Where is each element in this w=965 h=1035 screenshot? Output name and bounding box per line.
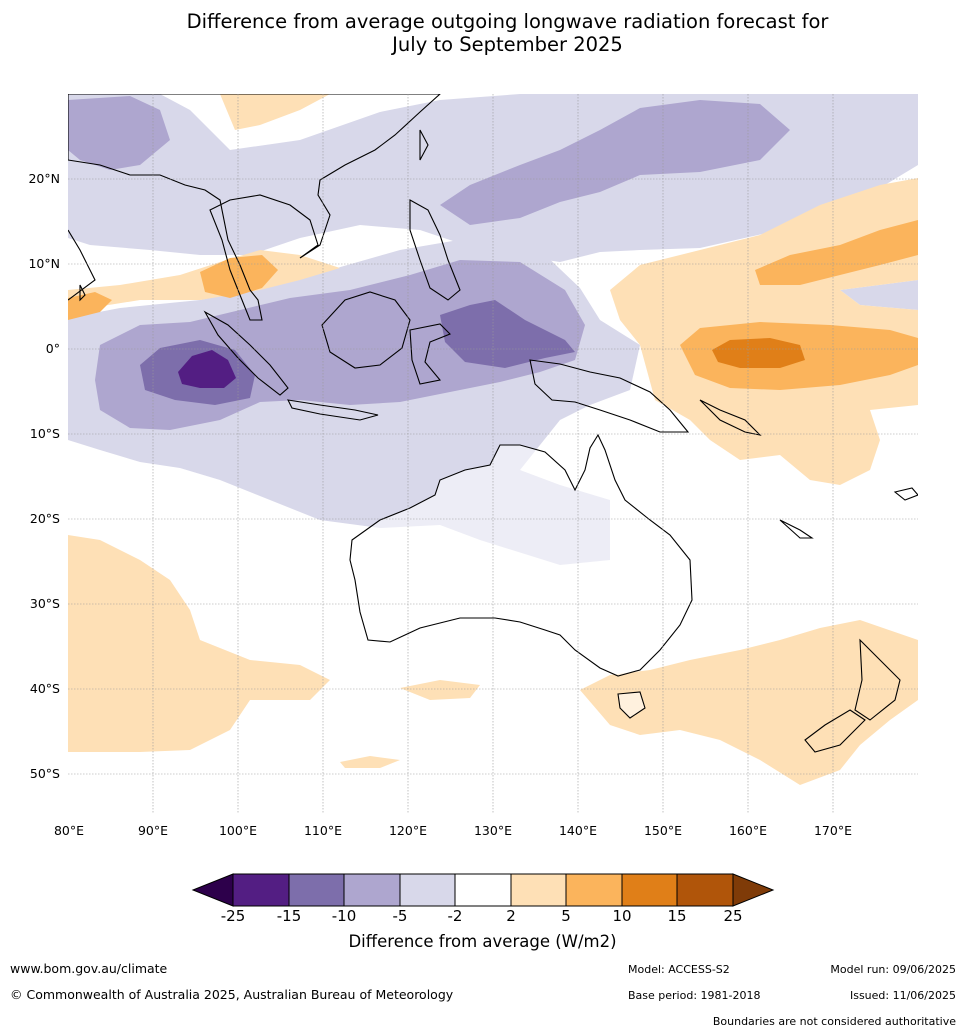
anomaly-region-neg-mid-nw xyxy=(68,96,170,170)
taiwan-landmass xyxy=(419,129,429,161)
colorbar-label: -2 xyxy=(447,907,463,925)
colorbar-bin xyxy=(676,873,734,907)
colorbar-extend-high xyxy=(732,873,775,907)
colorbar-bin xyxy=(510,873,567,907)
lat-label: 20°N xyxy=(28,171,60,186)
lon-label: 90°E xyxy=(138,823,168,838)
solomon-islands xyxy=(699,399,762,436)
australia-landmass xyxy=(349,433,693,677)
lat-label: 50°S xyxy=(30,766,60,781)
colorbar-bin xyxy=(343,873,401,907)
asia-mainland xyxy=(68,94,441,321)
sulawesi-landmass xyxy=(409,323,451,385)
anomaly-region-pos-mid-ne xyxy=(755,220,918,285)
colorbar-bin xyxy=(454,873,512,907)
lat-label: 0° xyxy=(46,341,60,356)
positive-anomaly-regions xyxy=(68,94,918,785)
fiji-islands xyxy=(893,487,918,501)
colorbar-title: Difference from average (W/m2) xyxy=(348,932,617,951)
new-zealand-north-island xyxy=(854,638,901,721)
anomaly-region-pos-light-south-indian xyxy=(68,535,330,752)
colorbar-label: 25 xyxy=(723,907,743,925)
anomaly-region-pos-light-nw-pacific xyxy=(220,94,330,130)
anomaly-region-pos-strong xyxy=(712,338,805,368)
colorbar-label: 15 xyxy=(667,907,687,925)
model-text: Model: ACCESS-S2 xyxy=(628,963,730,976)
lat-label: 10°S xyxy=(30,426,60,441)
colorbar xyxy=(191,873,775,907)
anomaly-region-neg-extreme xyxy=(178,350,236,388)
new-guinea-landmass xyxy=(529,359,690,433)
anomaly-region-pos-mid-arabian xyxy=(68,292,112,320)
sumatra-landmass xyxy=(203,310,289,396)
anomaly-region-pos-light-far-south xyxy=(340,756,400,768)
lon-label: 100°E xyxy=(219,823,257,838)
lon-label: 130°E xyxy=(474,823,512,838)
colorbar-label: -5 xyxy=(392,907,408,925)
colorbar-label: -25 xyxy=(220,907,246,925)
lon-label: 170°E xyxy=(814,823,852,838)
lat-label: 20°S xyxy=(30,511,60,526)
longitude-labels: 80°E 90°E 100°E 110°E 120°E 130°E 140°E … xyxy=(54,823,852,838)
copyright-text: © Commonwealth of Australia 2025, Austra… xyxy=(10,987,454,1002)
title-line-1: Difference from average outgoing longwav… xyxy=(186,10,829,33)
latitude-labels: 20°N 10°N 0° 10°S 20°S 30°S 40°S 50°S xyxy=(28,171,60,781)
issued-text: Issued: 11/06/2025 xyxy=(849,989,956,1002)
india-coastline xyxy=(68,229,96,301)
tasmania-landmass xyxy=(617,691,646,719)
title-line-2: July to September 2025 xyxy=(392,33,623,56)
anomaly-region-pos-light-tasman xyxy=(580,620,918,785)
colorbar-extend-low xyxy=(191,873,234,907)
new-zealand-south-island xyxy=(804,709,866,753)
lon-label: 80°E xyxy=(54,823,84,838)
anomaly-region-neg-strong-sulawesi xyxy=(440,300,575,368)
anomaly-region-pos-light-south xyxy=(400,680,480,700)
colorbar-label: -10 xyxy=(331,907,357,925)
website-link[interactable]: www.bom.gov.au/climate xyxy=(10,961,168,976)
lat-label: 40°S xyxy=(30,681,60,696)
lat-label: 10°N xyxy=(28,256,60,271)
colorbar-bin xyxy=(232,873,290,907)
map-frame xyxy=(68,94,918,814)
land-masses xyxy=(68,94,918,753)
java-landmass xyxy=(287,399,379,421)
sri-lanka-landmass xyxy=(79,284,86,302)
colorbar-bin xyxy=(399,873,456,907)
colorbar-label: 5 xyxy=(561,907,571,925)
anomaly-region-neg-mid-north xyxy=(440,100,790,225)
disclaimer-text: Boundaries are not considered authoritat… xyxy=(712,1015,956,1028)
lon-label: 120°E xyxy=(389,823,427,838)
lon-label: 160°E xyxy=(729,823,767,838)
philippines-landmass xyxy=(409,199,461,301)
graticule xyxy=(68,94,918,814)
colorbar-bin xyxy=(621,873,678,907)
anomaly-region-pos-mid-andaman xyxy=(200,255,278,298)
base-period-text: Base period: 1981-2018 xyxy=(628,989,761,1002)
colorbar-label: 10 xyxy=(612,907,632,925)
colorbar-bin xyxy=(565,873,623,907)
lon-label: 140°E xyxy=(559,823,597,838)
map-title: Difference from average outgoing longwav… xyxy=(0,10,965,56)
lat-label: 30°S xyxy=(30,596,60,611)
new-caledonia xyxy=(779,519,814,539)
colorbar-label: 2 xyxy=(506,907,516,925)
borneo-landmass xyxy=(321,291,411,369)
lon-label: 110°E xyxy=(304,823,342,838)
model-run-text: Model run: 09/06/2025 xyxy=(830,963,956,976)
colorbar-label: -15 xyxy=(276,907,302,925)
lon-label: 150°E xyxy=(644,823,682,838)
colorbar-bin xyxy=(288,873,345,907)
